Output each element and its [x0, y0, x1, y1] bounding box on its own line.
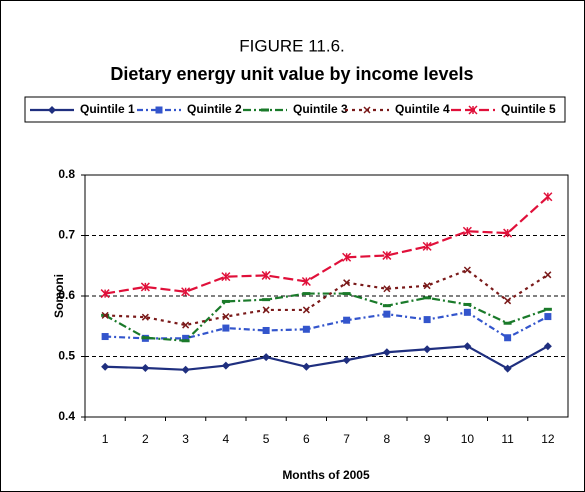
- y-tick-label: 0.7: [58, 228, 75, 242]
- marker: [463, 342, 472, 351]
- marker: [262, 306, 270, 314]
- marker: [301, 276, 311, 287]
- marker: [543, 342, 552, 351]
- marker: [383, 310, 391, 318]
- x-tick-label: 7: [343, 432, 350, 446]
- y-tick-label: 0.5: [58, 349, 75, 363]
- legend-label: Quintile 5: [501, 102, 556, 116]
- marker: [302, 362, 311, 371]
- marker: [463, 266, 471, 274]
- marker: [261, 270, 271, 280]
- marker: [101, 362, 110, 371]
- marker: [462, 226, 472, 236]
- marker: [343, 316, 351, 324]
- x-tick-label: 8: [384, 432, 391, 446]
- legend-label: Quintile 3: [293, 102, 348, 116]
- marker: [423, 282, 431, 290]
- x-tick-label: 5: [263, 432, 270, 446]
- marker: [544, 271, 552, 279]
- x-tick-label: 11: [501, 432, 514, 446]
- marker: [302, 306, 310, 314]
- marker: [342, 252, 352, 262]
- marker: [504, 297, 512, 305]
- marker: [382, 250, 392, 260]
- marker: [342, 356, 351, 365]
- marker: [140, 282, 150, 292]
- marker: [182, 334, 190, 342]
- marker: [423, 345, 432, 354]
- marker: [468, 105, 478, 115]
- line: [105, 311, 549, 340]
- y-tick-label: 0.6: [58, 288, 75, 302]
- marker: [100, 289, 110, 299]
- marker: [181, 287, 191, 297]
- marker: [382, 348, 391, 357]
- x-tick-label: 12: [541, 432, 555, 446]
- marker: [48, 106, 56, 114]
- x-tick-label: 2: [142, 432, 149, 446]
- marker: [221, 272, 231, 282]
- marker: [101, 333, 109, 341]
- legend-box: [24, 96, 566, 123]
- figure-label: FIGURE 11.6.: [239, 36, 345, 55]
- marker: [503, 228, 513, 238]
- marker: [141, 363, 150, 372]
- x-tick-label: 4: [223, 432, 230, 446]
- marker: [543, 192, 553, 202]
- x-tick-label: 9: [424, 432, 431, 446]
- marker: [181, 365, 190, 374]
- x-tick-label: 10: [461, 432, 475, 446]
- legend-label: Quintile 2: [187, 102, 242, 116]
- y-axis-title: Somoni: [52, 274, 66, 318]
- y-tick-label: 0.4: [58, 409, 75, 423]
- marker: [222, 324, 230, 332]
- y-tick-label: 0.8: [58, 167, 75, 181]
- x-tick-label: 6: [303, 432, 310, 446]
- marker: [222, 313, 230, 321]
- legend-label: Quintile 4: [395, 102, 450, 116]
- marker: [262, 353, 271, 362]
- marker: [503, 364, 512, 373]
- marker: [422, 241, 432, 251]
- marker: [141, 313, 149, 321]
- legend-label: Quintile 1: [80, 102, 135, 116]
- line: [104, 195, 549, 295]
- marker: [463, 308, 471, 316]
- x-axis-title: Months of 2005: [282, 468, 370, 482]
- line: [105, 345, 549, 371]
- line: [104, 292, 549, 342]
- marker: [343, 279, 351, 287]
- marker: [363, 106, 371, 114]
- marker: [262, 326, 270, 334]
- marker: [383, 285, 391, 293]
- chart-title: Dietary energy unit value by income leve…: [110, 64, 473, 84]
- marker: [155, 106, 163, 114]
- x-tick-label: 3: [182, 432, 189, 446]
- marker: [101, 311, 109, 319]
- marker: [423, 316, 431, 324]
- marker: [221, 361, 230, 370]
- x-tick-label: 1: [102, 432, 109, 446]
- marker: [182, 321, 190, 329]
- marker: [504, 334, 512, 342]
- marker: [544, 313, 552, 321]
- marker: [302, 325, 310, 333]
